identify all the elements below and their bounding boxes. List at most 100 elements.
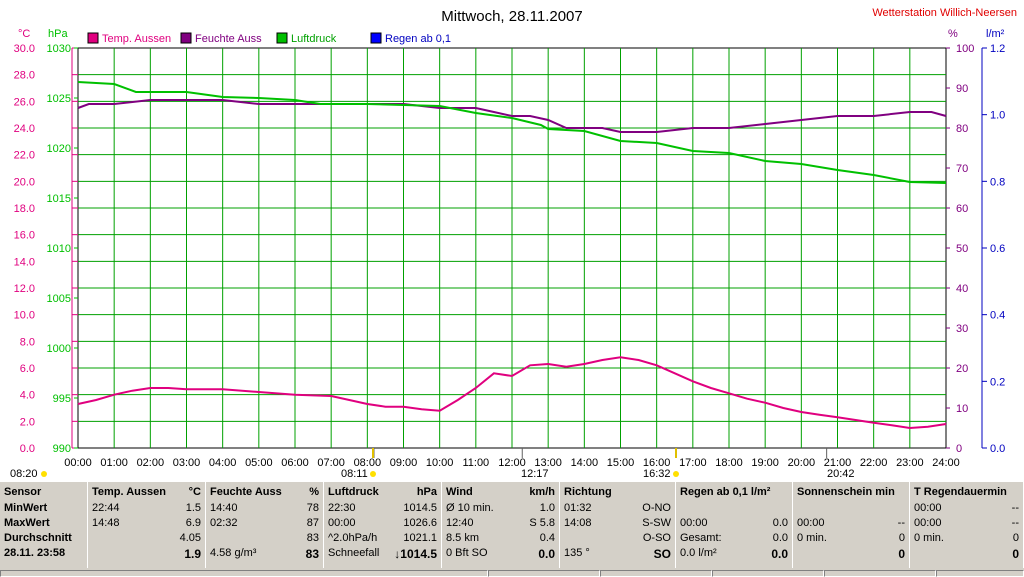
stat-row: O-SO bbox=[564, 532, 671, 547]
stat-header-label: Regen ab 0,1 l/m² bbox=[680, 486, 771, 498]
stat-row: 28.11. 23:58 bbox=[4, 547, 83, 562]
stat-label: 14:40 bbox=[210, 502, 238, 514]
humidity-tick-label: 10 bbox=[956, 403, 968, 415]
stat-value: -- bbox=[897, 517, 905, 529]
stat-header: Sensor bbox=[4, 486, 83, 502]
stat-label: 8.5 km bbox=[446, 532, 480, 544]
humidity-tick-label: 50 bbox=[956, 243, 968, 255]
stat-header-unit: % bbox=[309, 486, 319, 498]
sunrise-label: 08:20 bbox=[10, 468, 38, 480]
stat-row: 4.05 bbox=[92, 532, 201, 547]
stat-label: 0 min. bbox=[914, 532, 944, 544]
stat-value: 83 bbox=[306, 532, 319, 544]
x-tick-label: 13:00 bbox=[534, 457, 562, 469]
stat-value: O-SO bbox=[642, 532, 671, 544]
stat-value: 1.5 bbox=[185, 502, 201, 514]
x-tick-label: 14:00 bbox=[571, 457, 599, 469]
stat-label: 12:40 bbox=[446, 517, 474, 529]
status-bar-cell bbox=[936, 570, 1024, 577]
stat-row: 22:44 1.5 bbox=[92, 502, 201, 517]
x-tick-label: 07:00 bbox=[317, 457, 345, 469]
legend-swatch bbox=[87, 32, 99, 44]
stat-value: 0 bbox=[898, 532, 905, 544]
stat-header: Sonnenschein min bbox=[797, 486, 905, 502]
temp-tick-label: 4.0 bbox=[20, 390, 35, 402]
x-tick-label: 02:00 bbox=[137, 457, 165, 469]
stat-row: 00:00 -- bbox=[914, 502, 1019, 517]
stat-label: ^2.0hPa/h bbox=[328, 532, 378, 544]
stat-row: 12:40 S 5.8 bbox=[446, 517, 555, 532]
stat-header-label: Feuchte Auss bbox=[210, 486, 282, 498]
stat-row: 8.5 km 0.4 bbox=[446, 532, 555, 547]
stat-label: 28.11. 23:58 bbox=[4, 547, 66, 559]
weather-chart: Mittwoch, 28.11.2007 Wetterstation Willi… bbox=[10, 7, 1017, 480]
status-bar-cell bbox=[824, 570, 936, 577]
stat-header: Temp. Aussen °C bbox=[92, 486, 201, 502]
x-tick-label: 15:00 bbox=[607, 457, 635, 469]
stat-row: 00:00 1026.6 bbox=[328, 517, 437, 532]
series-line-feuchte-auss bbox=[77, 99, 947, 133]
stat-value: 1026.6 bbox=[403, 517, 437, 529]
temp-tick-label: 2.0 bbox=[20, 416, 35, 428]
stat-row: 83 bbox=[210, 532, 319, 547]
stat-row: 00:00 0.0 bbox=[680, 517, 788, 532]
stat-row: 1.9 bbox=[92, 547, 201, 562]
rain-tick-label: 0.2 bbox=[990, 376, 1005, 388]
x-tick-label: 17:00 bbox=[679, 457, 707, 469]
stat-value: 0.0 bbox=[538, 547, 555, 561]
stat-label: 0 min. bbox=[797, 532, 827, 544]
stat-label: 00:00 bbox=[797, 517, 825, 529]
stat-header-label: Richtung bbox=[564, 486, 612, 498]
stat-row: 14:40 78 bbox=[210, 502, 319, 517]
stat-value: ↓1014.5 bbox=[394, 547, 437, 561]
x-tick-label: 00:00 bbox=[64, 457, 92, 469]
marker-label: 20:42 bbox=[827, 468, 855, 480]
humidity-tick-label: 60 bbox=[956, 203, 968, 215]
x-tick-label: 11:00 bbox=[462, 457, 489, 469]
stat-row: 14:48 6.9 bbox=[92, 517, 201, 532]
stat-value: 6.9 bbox=[185, 517, 201, 529]
temp-tick-label: 30.0 bbox=[14, 43, 35, 55]
x-tick-label: 20:00 bbox=[788, 457, 816, 469]
stat-row: MinWert bbox=[4, 502, 83, 517]
stat-label: 00:00 bbox=[328, 517, 356, 529]
stat-header-unit: °C bbox=[188, 486, 201, 498]
stat-value: 1.9 bbox=[184, 547, 201, 561]
temp-tick-label: 28.0 bbox=[14, 70, 35, 82]
x-tick-label: 22:00 bbox=[860, 457, 888, 469]
stat-value: 83 bbox=[305, 547, 319, 561]
legend-label: Luftdruck bbox=[291, 33, 337, 45]
stat-value: 1.0 bbox=[539, 502, 555, 514]
stat-value: -- bbox=[1011, 517, 1019, 529]
temp-tick-label: 24.0 bbox=[14, 123, 35, 135]
stat-label: MinWert bbox=[4, 502, 48, 514]
chart-title: Mittwoch, 28.11.2007 bbox=[441, 8, 582, 25]
stat-column: Sensor MinWert MaxWert Durchschnitt 28.11. 2… bbox=[0, 482, 88, 568]
stat-row: 0 min. 0 bbox=[797, 532, 905, 547]
marker-label: 08:11 bbox=[341, 468, 368, 480]
stat-label: Durchschnitt bbox=[4, 532, 72, 544]
temp-tick-label: 12.0 bbox=[14, 283, 35, 295]
x-tick-label: 18:00 bbox=[715, 457, 743, 469]
stat-column: Richtung 01:32 O-NO 14:08 S-SW O-SO 135 ° SO bbox=[560, 482, 676, 568]
humidity-tick-label: 40 bbox=[956, 283, 968, 295]
pressure-tick-label: 1030 bbox=[47, 43, 71, 55]
stat-header-unit: hPa bbox=[416, 486, 437, 498]
stat-label: 14:48 bbox=[92, 517, 120, 529]
stat-value: O-NO bbox=[642, 502, 671, 514]
pressure-tick-label: 995 bbox=[53, 393, 71, 405]
legend-swatch bbox=[276, 32, 288, 44]
stat-value: 0.0 bbox=[772, 517, 788, 529]
x-tick-label: 08:00 bbox=[354, 457, 382, 469]
x-tick-label: 16:00 bbox=[643, 457, 671, 469]
stat-row: 00:00 -- bbox=[797, 517, 905, 532]
stat-column: Feuchte Auss% 14:40 78 02:32 87 83 4.58 g/m³ 83 bbox=[206, 482, 324, 568]
status-bar-cell bbox=[0, 570, 488, 577]
stat-value: 0.0 bbox=[772, 532, 788, 544]
stat-column: T Regendauermin 00:00 -- 00:00 -- 0 min. 0 0 bbox=[910, 482, 1024, 568]
stat-row: 0 bbox=[914, 547, 1019, 562]
temp-axis-unit: °C bbox=[18, 28, 30, 40]
chart-legend: Temp. Aussen Feuchte Auss Luftdruck Regen a… bbox=[87, 32, 451, 45]
stat-label: 00:00 bbox=[914, 517, 942, 529]
rain-tick-label: 0.6 bbox=[990, 243, 1005, 255]
